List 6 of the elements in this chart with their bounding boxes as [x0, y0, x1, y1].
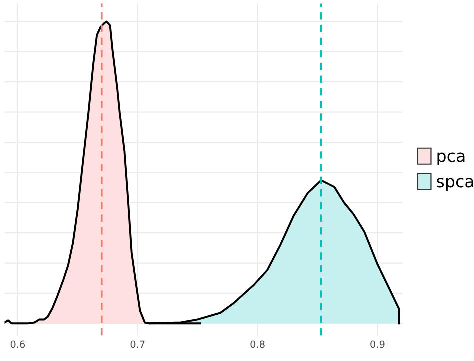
x-tick-label: 0.8: [250, 340, 265, 348]
legend-label: pca: [438, 152, 465, 166]
legend-label: spca: [437, 178, 474, 191]
x-tick-label: 0.6: [10, 340, 26, 348]
x-tick-label: 0.7: [130, 340, 145, 348]
x-tick-label: 0.9: [370, 340, 385, 348]
